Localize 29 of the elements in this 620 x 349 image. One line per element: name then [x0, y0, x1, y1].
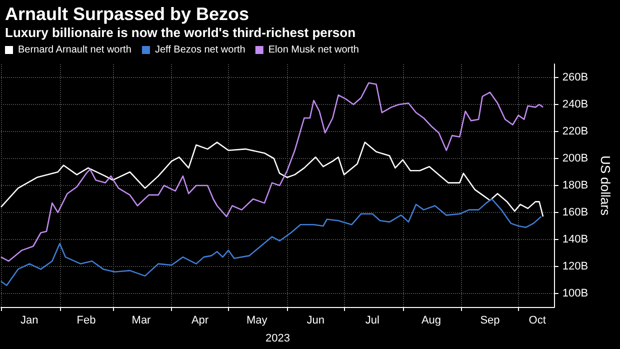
y-tick-label: 240B — [562, 98, 588, 110]
legend-label: Bernard Arnault net worth — [18, 44, 132, 56]
x-tick-label: May — [246, 314, 268, 326]
line-series — [0, 198, 542, 286]
x-tick-label: Jan — [20, 314, 38, 326]
line-series — [0, 82, 544, 262]
x-tick-label: Oct — [528, 314, 546, 326]
y-tick-label: 260B — [562, 72, 588, 84]
x-tick-label: Jun — [306, 314, 324, 326]
line-series — [0, 142, 544, 218]
x-tick-label: Sep — [480, 314, 500, 326]
legend-label: Jeff Bezos net worth — [154, 44, 246, 56]
x-tick-label: Mar — [132, 314, 152, 326]
y-axis-title: US dollars — [598, 156, 613, 216]
chart-title: Arnault Surpassed by Bezos — [5, 4, 250, 24]
y-tick-label: 220B — [562, 126, 588, 138]
y-tick-label: 200B — [562, 152, 588, 164]
chart-subtitle: Luxury billionaire is now the world's third-richest person — [5, 25, 356, 40]
x-tick-label: Jul — [365, 314, 380, 326]
x-tick-label: Apr — [191, 314, 209, 326]
y-tick-label: 180B — [562, 180, 588, 192]
x-tick-label: Aug — [421, 314, 442, 326]
x-tick-label: Feb — [76, 314, 96, 326]
x-axis-title: 2023 — [265, 332, 290, 344]
legend-label: Elon Musk net worth — [268, 44, 359, 56]
y-tick-label: 100B — [562, 288, 588, 300]
y-tick-label: 120B — [562, 260, 588, 272]
y-tick-label: 160B — [562, 206, 588, 218]
y-tick-label: 140B — [562, 234, 588, 246]
